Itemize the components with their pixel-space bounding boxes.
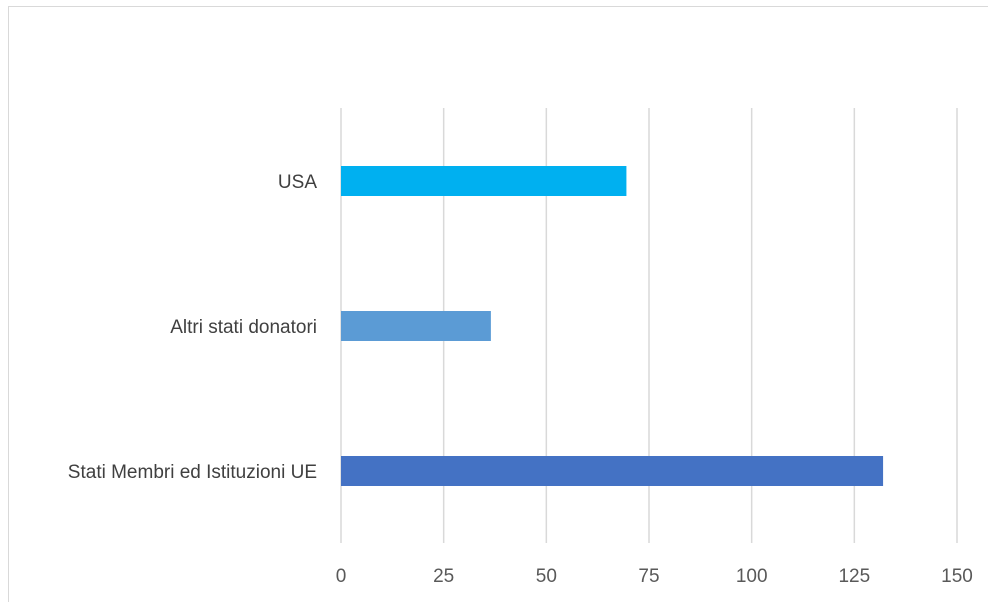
bar-usa [341, 166, 627, 196]
x-tick-label: 150 [941, 566, 973, 587]
x-tick-label: 125 [838, 566, 870, 587]
bar-stati-membri-ed-istituzioni-ue [341, 456, 884, 486]
bars [341, 166, 884, 486]
category-labels: USA Altri stati donatori Stati Membri ed I… [68, 172, 318, 483]
category-label: USA [278, 172, 317, 193]
x-tick-label: 75 [638, 566, 659, 587]
x-tick-label: 0 [336, 566, 347, 587]
x-tick-label: 25 [433, 566, 454, 587]
chart-frame [8, 6, 988, 602]
bar-altri-stati-donatori [341, 311, 491, 341]
category-label: Stati Membri ed Istituzioni UE [68, 462, 317, 483]
x-tick-labels: 0 25 50 75 100 125 150 [336, 566, 973, 587]
category-label: Altri stati donatori [170, 317, 317, 338]
x-tick-label: 50 [536, 566, 557, 587]
x-tick-label: 100 [736, 566, 768, 587]
